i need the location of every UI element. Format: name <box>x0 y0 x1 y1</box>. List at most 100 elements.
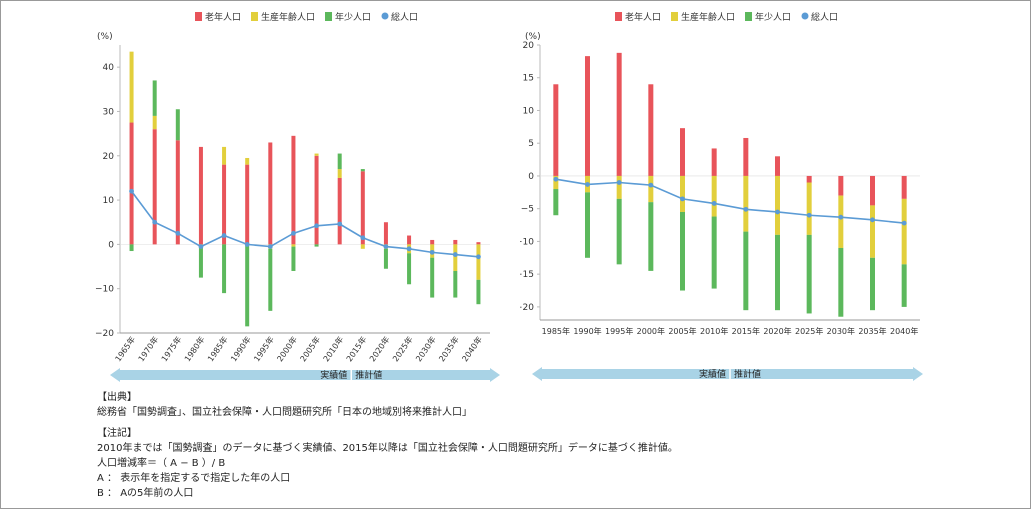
source-text: 総務省「国勢調査」、国立社会保障・人口問題研究所「日本の地域別将来推計人口」 <box>97 407 472 418</box>
bar-working <box>360 244 365 249</box>
legend-marker-elderly <box>195 12 202 21</box>
total-population-point <box>870 217 875 223</box>
y-tick-label: −20 <box>520 303 534 313</box>
total-population-point <box>291 230 296 236</box>
bar-young <box>407 253 412 285</box>
total-population-line <box>130 190 479 258</box>
x-tick-label: 2020年 <box>367 334 391 363</box>
bar-working <box>553 175 559 190</box>
source-heading: 【出典】 <box>97 392 137 403</box>
bar-elderly <box>129 122 134 245</box>
x-tick-label: 2015年 <box>732 326 760 336</box>
bar-elderly <box>585 56 590 176</box>
bar-young <box>453 270 458 298</box>
note-line-1: 2010年までは「国勢調査」のデータに基づく実績値、2015年以降は「国立社会保… <box>97 443 678 454</box>
total-population-point <box>221 233 227 238</box>
bar-working <box>775 175 780 235</box>
bar-young <box>680 211 685 291</box>
total-population-point <box>383 244 389 250</box>
bar-young <box>222 244 227 294</box>
total-population-point <box>129 188 134 194</box>
bar-elderly <box>901 175 907 199</box>
legend-label-total: 総人口 <box>391 11 418 23</box>
bar-elderly <box>152 129 157 245</box>
period-arrow <box>110 368 500 382</box>
total-population-point <box>175 230 181 236</box>
bar-elderly <box>870 175 875 206</box>
bar-elderly <box>198 146 203 245</box>
bar-young <box>430 257 435 298</box>
bar-elderly <box>648 84 654 176</box>
total-population-point <box>429 249 435 255</box>
total-population-point <box>775 209 780 215</box>
bar-elderly <box>453 239 458 245</box>
bar-elderly <box>806 175 812 183</box>
bar-elderly <box>291 135 296 245</box>
y-tick-label: 20 <box>103 152 115 162</box>
total-population-point <box>452 252 458 257</box>
x-tick-label: 2000年 <box>275 334 299 363</box>
total-population-point <box>337 221 343 227</box>
legend-marker-elderly <box>615 12 622 21</box>
legend-label-young: 年少人口 <box>335 11 371 23</box>
bar-young <box>743 231 749 311</box>
total-population-point <box>806 212 812 218</box>
x-tick-label: 2005年 <box>668 326 696 336</box>
y-tick-label: 10 <box>523 106 535 116</box>
bar-working <box>870 205 875 258</box>
projected-values-label: 推計値 <box>734 368 761 380</box>
bar-working <box>291 244 296 247</box>
y-tick-label: −5 <box>521 205 534 215</box>
total-population-point <box>267 244 273 250</box>
bar-elderly <box>711 148 717 176</box>
total-population-point <box>901 220 907 226</box>
total-population-point <box>198 244 204 250</box>
bar-elderly <box>775 156 780 176</box>
bar-elderly <box>680 128 685 176</box>
y-tick-label: 30 <box>103 107 115 117</box>
total-population-point <box>711 201 717 206</box>
bar-working <box>901 198 907 265</box>
total-population-point <box>648 182 654 188</box>
legend-marker-young <box>325 12 332 21</box>
bar-elderly <box>337 177 342 245</box>
bar-elderly <box>175 140 180 245</box>
bar-working <box>222 146 227 165</box>
total-population-line <box>555 178 905 224</box>
bar-young <box>901 264 907 307</box>
legend-marker-working <box>251 12 258 21</box>
total-population-point <box>360 235 366 241</box>
y-tick-label: 0 <box>108 240 114 250</box>
y-tick-label: −10 <box>95 285 114 295</box>
bar-young <box>775 234 780 311</box>
legend-label-working: 生産年齢人口 <box>681 11 735 23</box>
legend-marker-young <box>745 12 752 21</box>
period-arrow <box>532 367 923 381</box>
bar-young <box>585 192 590 258</box>
bar-elderly <box>553 84 559 176</box>
x-tick-label: 1970年 <box>136 334 160 363</box>
bar-elderly <box>268 142 273 245</box>
y-tick-label: 0 <box>528 172 534 182</box>
bar-elderly <box>360 171 365 245</box>
y-tick-label: 40 <box>103 63 115 73</box>
legend-label-young: 年少人口 <box>755 11 791 23</box>
bar-young <box>314 244 319 247</box>
legend-marker-working <box>671 12 678 21</box>
x-tick-label: 2015年 <box>344 334 368 363</box>
x-tick-label: 2025年 <box>390 334 414 363</box>
x-tick-label: 1965年 <box>113 334 137 363</box>
bar-working <box>806 182 812 235</box>
x-tick-label: 1975年 <box>159 334 183 363</box>
bar-working <box>453 244 458 271</box>
bar-young <box>152 80 157 116</box>
legend-label-working: 生産年齢人口 <box>261 11 315 23</box>
notes-block: 【出典】 総務省「国勢調査」、国立社会保障・人口問題研究所「日本の地域別将来推計… <box>97 390 678 501</box>
y-unit-label: (%) <box>525 32 541 42</box>
bar-young <box>383 248 388 269</box>
bar-working <box>616 175 622 199</box>
y-tick-label: −15 <box>520 270 534 280</box>
bar-working <box>680 175 685 212</box>
bar-working <box>337 169 342 178</box>
x-tick-label: 2035年 <box>858 326 886 336</box>
